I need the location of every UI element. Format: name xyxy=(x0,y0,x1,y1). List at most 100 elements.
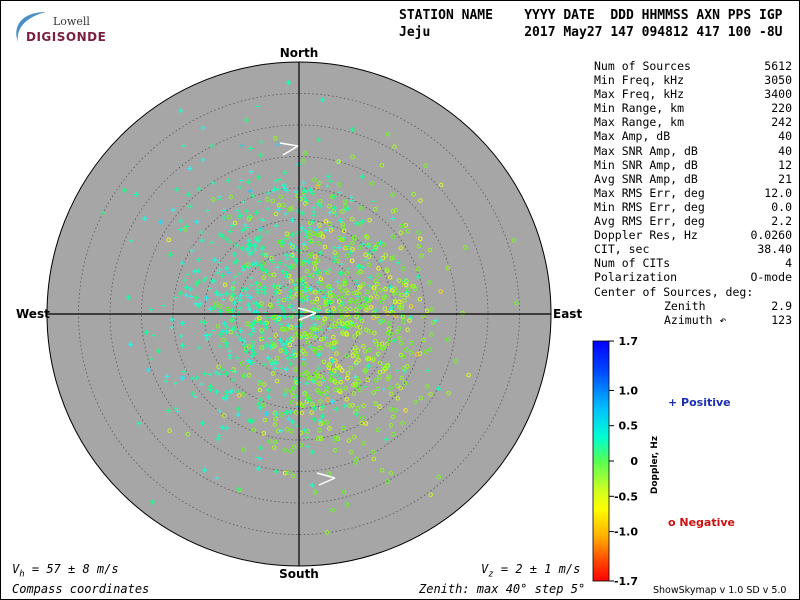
source-negative-marker xyxy=(430,320,436,325)
source-negative-marker xyxy=(284,427,290,432)
source-negative-marker xyxy=(315,315,320,321)
source-positive-marker xyxy=(169,325,175,331)
source-positive-marker xyxy=(344,325,350,331)
stat-label: Azimuth ↶ xyxy=(664,312,727,327)
source-positive-marker xyxy=(263,411,269,417)
source-negative-marker xyxy=(356,298,361,303)
source-negative-marker xyxy=(374,341,379,347)
source-positive-marker xyxy=(316,352,322,358)
source-positive-marker xyxy=(277,302,283,308)
source-positive-marker xyxy=(395,368,401,374)
source-negative-marker xyxy=(341,228,347,234)
source-negative-marker xyxy=(416,243,422,249)
source-negative-marker xyxy=(357,330,363,335)
source-positive-marker xyxy=(265,355,271,361)
velocity-arrows xyxy=(279,142,336,486)
source-negative-marker xyxy=(312,326,317,332)
source-positive-marker xyxy=(306,273,312,279)
source-positive-marker xyxy=(245,179,251,185)
source-negative-marker xyxy=(316,305,322,310)
source-negative-marker xyxy=(287,207,293,212)
source-positive-marker xyxy=(263,325,269,331)
source-negative-marker xyxy=(271,342,277,347)
source-positive-marker xyxy=(388,307,394,313)
source-positive-marker xyxy=(238,213,244,219)
stat-row: Max RMS Err, deg 12.0 xyxy=(594,186,792,200)
source-negative-marker xyxy=(375,242,381,247)
source-negative-marker xyxy=(352,334,357,339)
source-negative-marker xyxy=(417,296,423,302)
source-positive-marker xyxy=(304,297,310,303)
source-positive-marker xyxy=(321,294,327,300)
source-negative-marker xyxy=(398,223,404,229)
source-negative-marker xyxy=(352,236,357,241)
source-positive-marker xyxy=(219,272,225,278)
source-positive-marker xyxy=(359,219,365,225)
source-positive-marker xyxy=(364,296,370,302)
source-negative-marker xyxy=(327,203,332,209)
source-positive-marker xyxy=(248,332,254,338)
source-positive-marker xyxy=(231,280,237,286)
source-positive-marker xyxy=(264,314,270,320)
stat-row: Azimuth ↶ 123 xyxy=(594,313,792,327)
source-negative-marker xyxy=(367,347,372,353)
source-positive-marker xyxy=(244,286,250,292)
source-negative-marker xyxy=(463,245,468,250)
source-negative-marker xyxy=(338,379,344,385)
source-positive-marker xyxy=(179,343,185,349)
source-negative-marker xyxy=(427,280,432,285)
source-negative-marker xyxy=(316,241,321,246)
source-negative-marker xyxy=(388,385,393,391)
source-positive-marker xyxy=(415,274,421,280)
stat-label: Min Range, km xyxy=(594,101,685,116)
source-negative-marker xyxy=(413,399,418,405)
source-negative-marker xyxy=(362,369,368,374)
source-positive-marker xyxy=(336,324,342,330)
source-positive-marker xyxy=(238,297,244,303)
source-negative-marker xyxy=(400,314,406,319)
vh-label: V xyxy=(12,562,20,576)
source-positive-marker xyxy=(213,370,219,376)
source-positive-marker xyxy=(204,295,210,301)
source-positive-marker xyxy=(268,344,274,350)
source-negative-marker xyxy=(245,365,251,370)
source-negative-marker xyxy=(373,401,379,406)
source-negative-marker xyxy=(284,327,290,332)
source-positive-marker xyxy=(248,275,254,281)
source-positive-marker xyxy=(292,281,298,287)
source-positive-marker xyxy=(261,218,267,224)
source-negative-marker xyxy=(514,300,519,306)
stat-label: Center of Sources, deg: xyxy=(594,284,754,299)
source-positive-marker xyxy=(314,329,320,335)
source-positive-marker xyxy=(223,291,229,297)
stat-row: Num of Sources 5612 xyxy=(594,59,792,73)
source-negative-marker xyxy=(385,311,390,316)
source-negative-marker xyxy=(364,327,369,333)
source-negative-marker xyxy=(289,428,294,434)
source-positive-marker xyxy=(304,380,310,386)
source-positive-marker xyxy=(254,210,260,216)
source-positive-marker xyxy=(200,125,206,131)
source-negative-marker xyxy=(396,326,402,331)
stat-label: Min SNR Amp, dB xyxy=(594,157,698,172)
source-negative-marker xyxy=(318,399,323,404)
source-positive-marker xyxy=(148,356,154,362)
source-positive-marker xyxy=(148,307,154,313)
source-positive-marker xyxy=(264,229,270,235)
source-negative-marker xyxy=(390,414,396,420)
stat-row: CIT, sec 38.40 xyxy=(594,242,792,256)
source-negative-marker xyxy=(339,237,344,242)
source-negative-marker xyxy=(248,214,253,220)
source-negative-marker xyxy=(406,287,411,293)
source-positive-marker xyxy=(323,335,329,341)
arrow-center-icon xyxy=(297,307,317,321)
source-positive-marker xyxy=(136,421,142,427)
source-negative-marker xyxy=(228,194,234,200)
source-negative-marker xyxy=(399,375,405,381)
source-positive-marker xyxy=(272,283,278,289)
source-positive-marker xyxy=(161,303,167,309)
source-positive-marker xyxy=(238,293,244,299)
source-positive-marker xyxy=(224,340,230,346)
source-positive-marker xyxy=(224,265,230,271)
